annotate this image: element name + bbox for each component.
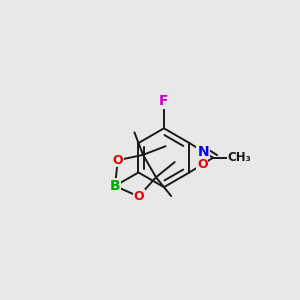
Text: O: O — [134, 190, 144, 203]
Text: O: O — [112, 154, 123, 167]
Text: F: F — [159, 94, 169, 108]
Text: O: O — [197, 158, 208, 171]
Text: CH₃: CH₃ — [228, 151, 251, 164]
Text: B: B — [110, 179, 120, 193]
Text: N: N — [197, 145, 209, 159]
